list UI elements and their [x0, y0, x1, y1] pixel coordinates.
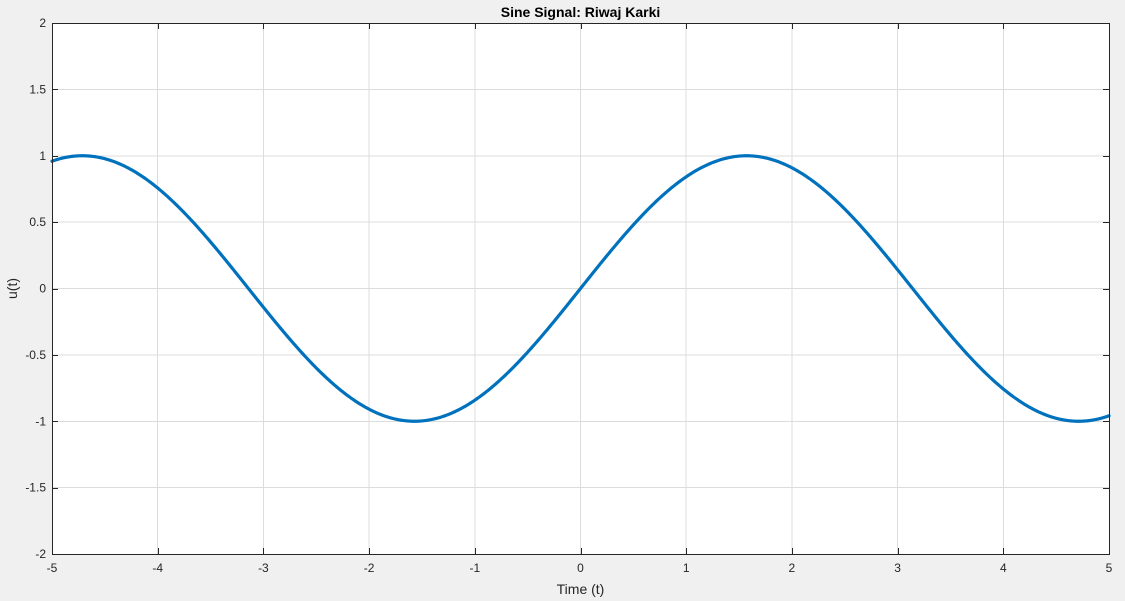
- y-tick-label: -1: [35, 414, 46, 428]
- y-tick-label: -1.5: [25, 481, 46, 495]
- y-tick-label: 0: [39, 282, 46, 296]
- x-tick-label: 5: [1106, 561, 1113, 575]
- x-tick-label: 3: [894, 561, 901, 575]
- y-tick-label: -2: [35, 547, 46, 561]
- y-tick-label: -0.5: [25, 348, 46, 362]
- x-tick-label: 2: [789, 561, 796, 575]
- y-tick-label: 1.5: [29, 82, 46, 96]
- y-tick-label: 0.5: [29, 215, 46, 229]
- x-tick-label: -1: [469, 561, 480, 575]
- x-tick-label: -4: [152, 561, 163, 575]
- series-layer: [50, 154, 1111, 423]
- x-tick-label: -5: [47, 561, 58, 575]
- tick-layer: -5 -4 -3 -2 -1 0 1 2 3 4 5 -2 -1.5 -1 -0.5 0 0.5 1 1.5 2: [25, 16, 1112, 575]
- x-tick-label: 1: [683, 561, 690, 575]
- series-line-0: [50, 154, 1111, 423]
- y-tick-label: 1: [39, 149, 46, 163]
- x-tick-label: 4: [1000, 561, 1007, 575]
- chart-title: Sine Signal: Riwaj Karki: [501, 4, 661, 20]
- x-tick-label: -2: [364, 561, 375, 575]
- x-axis-title: Time (t): [557, 581, 605, 597]
- y-axis-title: u(t): [4, 278, 20, 299]
- y-tick-label: 2: [39, 16, 46, 30]
- grid-layer: [52, 23, 1109, 554]
- x-tick-label: -3: [258, 561, 269, 575]
- x-tick-label: 0: [577, 561, 584, 575]
